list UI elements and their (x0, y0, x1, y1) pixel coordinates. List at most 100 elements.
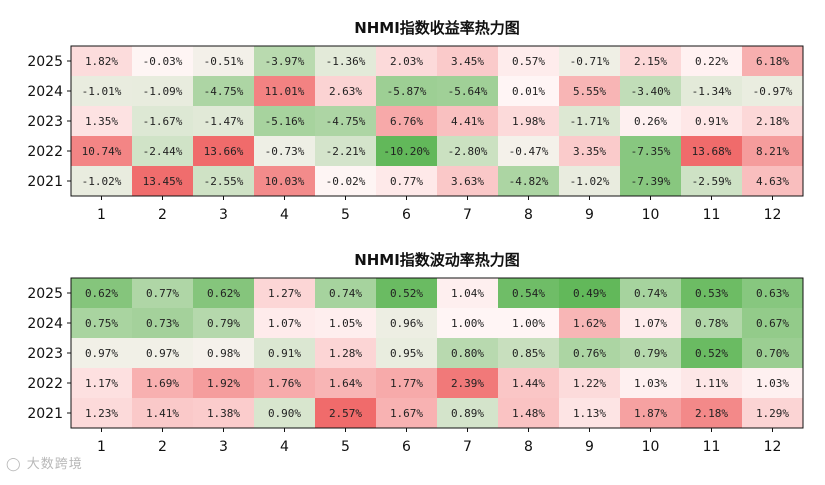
heatmap-cell (620, 398, 682, 429)
heatmap-cell (71, 136, 133, 167)
heatmap-cell (132, 76, 194, 107)
cell-value-label: 0.01% (512, 85, 545, 98)
cell-value-label: 1.00% (512, 317, 545, 330)
cell-value-label: 3.63% (451, 175, 484, 188)
cell-value-label: -1.47% (204, 115, 244, 128)
heatmap-cell (620, 76, 682, 107)
heatmap-cell (742, 338, 804, 369)
heatmap-cell (254, 368, 316, 399)
cell-value-label: 0.98% (207, 347, 240, 360)
cell-value-label: 2.15% (634, 55, 667, 68)
cell-value-label: -0.03% (143, 55, 183, 68)
heatmap-cell (620, 338, 682, 369)
heatmap-cell (437, 338, 499, 369)
cell-value-label: 1.92% (207, 377, 240, 390)
heatmap-cell (559, 76, 621, 107)
cell-value-label: 0.22% (695, 55, 728, 68)
heatmap-cell (742, 106, 804, 137)
x-tick-label: 12 (764, 439, 782, 455)
cell-value-label: 8.21% (756, 145, 789, 158)
heatmap-cell (132, 166, 194, 197)
heatmap-cell (71, 398, 133, 429)
cell-value-label: 1.67% (390, 407, 423, 420)
cell-value-label: 0.90% (268, 407, 301, 420)
cell-value-label: 0.63% (756, 287, 789, 300)
heatmap-cell (498, 308, 560, 339)
cell-value-label: 0.78% (695, 317, 728, 330)
cell-value-label: -2.80% (448, 145, 488, 158)
heatmap-cell (437, 76, 499, 107)
heatmap-cell (193, 338, 255, 369)
heatmap-cell (620, 278, 682, 309)
cell-value-label: 13.66% (204, 145, 244, 158)
cell-value-label: 5.55% (573, 85, 606, 98)
cell-value-label: 0.91% (268, 347, 301, 360)
heatmap-cell (71, 76, 133, 107)
heatmap-cell (376, 308, 438, 339)
heatmap-cell (437, 136, 499, 167)
cell-value-label: 1.28% (329, 347, 362, 360)
heatmap-cell (620, 308, 682, 339)
heatmap-cell (315, 166, 377, 197)
cell-value-label: 13.68% (692, 145, 732, 158)
heatmap-cell (681, 398, 743, 429)
heatmap-cell (193, 278, 255, 309)
heatmap-cell (620, 106, 682, 137)
heatmap-cell (376, 46, 438, 77)
heatmap-cell (376, 338, 438, 369)
x-tick-label: 3 (219, 207, 228, 223)
heatmap-cell (376, 398, 438, 429)
heatmap-cell (376, 136, 438, 167)
heatmap-cell (254, 46, 316, 77)
cell-value-label: -10.20% (383, 145, 430, 158)
heatmap-cell (71, 278, 133, 309)
y-tick-label: 2024 (27, 316, 63, 332)
heatmap-cell (315, 368, 377, 399)
cell-value-label: 1.07% (268, 317, 301, 330)
cell-value-label: 1.04% (451, 287, 484, 300)
cell-value-label: -1.01% (82, 85, 122, 98)
watermark-logo-icon: ◯ (6, 457, 22, 472)
heatmap-cell (681, 76, 743, 107)
cell-value-label: -0.02% (326, 175, 366, 188)
heatmap-cell (559, 46, 621, 77)
heatmap-cell (193, 76, 255, 107)
heatmap-cell (559, 166, 621, 197)
cell-value-label: -2.59% (692, 175, 732, 188)
cell-value-label: 0.73% (146, 317, 179, 330)
cell-value-label: 0.49% (573, 287, 606, 300)
heatmap-cell (742, 166, 804, 197)
heatmap-cell (315, 136, 377, 167)
cell-value-label: -5.64% (448, 85, 488, 98)
cell-value-label: 11.01% (265, 85, 305, 98)
cell-value-label: 1.64% (329, 377, 362, 390)
heatmap-cell (620, 46, 682, 77)
cell-value-label: 0.74% (634, 287, 667, 300)
x-tick-label: 8 (524, 439, 533, 455)
heatmap-cell (559, 136, 621, 167)
heatmap-cell (315, 278, 377, 309)
heatmap-cell (559, 278, 621, 309)
x-tick-label: 10 (642, 439, 660, 455)
x-tick-label: 1 (97, 207, 106, 223)
cell-value-label: 0.79% (207, 317, 240, 330)
heatmap-cell (620, 166, 682, 197)
cell-value-label: -1.02% (570, 175, 610, 188)
cell-value-label: 2.03% (390, 55, 423, 68)
heatmap-cell (376, 76, 438, 107)
heatmap-cell (437, 106, 499, 137)
heatmap-cell (742, 398, 804, 429)
chart-title: NHMI指数收益率热力图 (354, 19, 520, 37)
y-tick-label: 2021 (27, 174, 63, 190)
heatmap-cell (498, 398, 560, 429)
cell-value-label: 0.52% (695, 347, 728, 360)
cell-value-label: 1.48% (512, 407, 545, 420)
y-tick-label: 2023 (27, 114, 63, 130)
cell-value-label: -2.44% (143, 145, 183, 158)
heatmap-cell (71, 338, 133, 369)
cell-value-label: 1.00% (451, 317, 484, 330)
cell-value-label: -1.02% (82, 175, 122, 188)
watermark-text: 大数跨境 (26, 457, 83, 472)
x-tick-label: 11 (703, 439, 721, 455)
heatmap-cell (498, 166, 560, 197)
